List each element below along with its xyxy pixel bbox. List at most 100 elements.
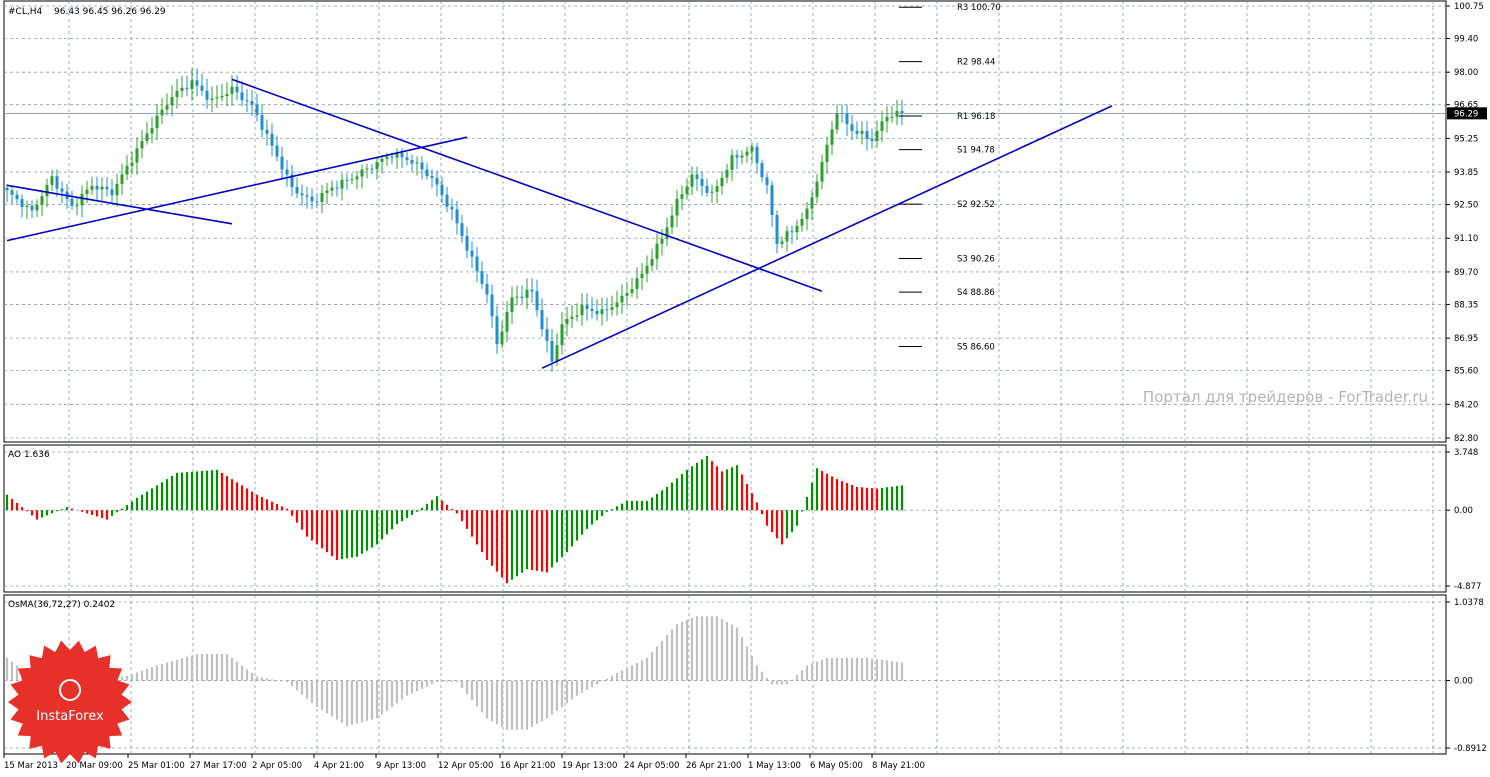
candle-body[interactable] bbox=[695, 174, 699, 179]
candle-body[interactable] bbox=[50, 176, 54, 185]
candle-body[interactable] bbox=[270, 133, 274, 146]
candle-body[interactable] bbox=[755, 146, 759, 164]
candle-body[interactable] bbox=[560, 324, 564, 346]
candle-body[interactable] bbox=[535, 291, 539, 311]
candle-body[interactable] bbox=[205, 90, 209, 100]
candle-body[interactable] bbox=[280, 156, 284, 170]
candle-body[interactable] bbox=[415, 162, 419, 164]
candle-body[interactable] bbox=[310, 196, 314, 202]
candle-body[interactable] bbox=[180, 87, 184, 91]
candle-body[interactable] bbox=[395, 152, 399, 158]
candle-body[interactable] bbox=[790, 231, 794, 233]
candle-body[interactable] bbox=[510, 297, 514, 313]
candle-body[interactable] bbox=[670, 215, 674, 228]
candle-body[interactable] bbox=[730, 155, 734, 170]
candle-body[interactable] bbox=[825, 144, 829, 163]
candle-body[interactable] bbox=[115, 183, 119, 196]
candle-body[interactable] bbox=[370, 168, 374, 170]
candle-body[interactable] bbox=[105, 186, 109, 190]
trendline-falling-short[interactable] bbox=[6, 184, 233, 225]
candle-body[interactable] bbox=[620, 295, 624, 303]
candle-body[interactable] bbox=[110, 189, 114, 196]
candle-body[interactable] bbox=[500, 331, 504, 345]
candle-body[interactable] bbox=[405, 157, 409, 161]
candle-body[interactable] bbox=[260, 115, 264, 130]
candle-body[interactable] bbox=[800, 218, 804, 226]
candle-body[interactable] bbox=[640, 273, 644, 279]
candle-body[interactable] bbox=[870, 138, 874, 141]
candle-body[interactable] bbox=[155, 115, 159, 129]
candle-body[interactable] bbox=[290, 174, 294, 188]
candle-body[interactable] bbox=[160, 109, 164, 116]
candle-body[interactable] bbox=[240, 92, 244, 101]
candle-body[interactable] bbox=[610, 307, 614, 310]
candle-body[interactable] bbox=[540, 310, 544, 330]
candle-body[interactable] bbox=[765, 177, 769, 186]
candle-body[interactable] bbox=[215, 97, 219, 99]
candle-body[interactable] bbox=[20, 199, 24, 208]
candle-body[interactable] bbox=[650, 259, 654, 266]
candle-body[interactable] bbox=[455, 209, 459, 224]
candle-body[interactable] bbox=[665, 227, 669, 239]
candle-body[interactable] bbox=[210, 98, 214, 100]
instaforex-logo[interactable]: InstaForex bbox=[8, 640, 132, 764]
candle-body[interactable] bbox=[345, 179, 349, 181]
candle-body[interactable] bbox=[40, 196, 44, 205]
candle-body[interactable] bbox=[470, 250, 474, 257]
osma-panel[interactable] bbox=[5, 616, 904, 730]
trendline-rising-main[interactable] bbox=[541, 105, 1113, 369]
candle-body[interactable] bbox=[170, 97, 174, 106]
candle-body[interactable] bbox=[245, 100, 249, 102]
candle-body[interactable] bbox=[880, 121, 884, 131]
candle-body[interactable] bbox=[740, 155, 744, 158]
candle-body[interactable] bbox=[235, 86, 239, 93]
candle-body[interactable] bbox=[410, 160, 414, 164]
candle-body[interactable] bbox=[185, 87, 189, 89]
candle-body[interactable] bbox=[660, 238, 664, 244]
candle-body[interactable] bbox=[360, 169, 364, 177]
candle-body[interactable] bbox=[580, 305, 584, 316]
candle-body[interactable] bbox=[495, 316, 499, 345]
candle-body[interactable] bbox=[750, 146, 754, 152]
candle-body[interactable] bbox=[5, 187, 9, 191]
candle-body[interactable] bbox=[600, 309, 604, 315]
candle-body[interactable] bbox=[865, 131, 869, 139]
candle-body[interactable] bbox=[490, 294, 494, 317]
candle-body[interactable] bbox=[90, 185, 94, 190]
candle-body[interactable] bbox=[770, 185, 774, 215]
candle-body[interactable] bbox=[285, 169, 289, 175]
candle-body[interactable] bbox=[705, 186, 709, 193]
candle-body[interactable] bbox=[175, 90, 179, 98]
candle-body[interactable] bbox=[355, 176, 359, 180]
candle-body[interactable] bbox=[595, 311, 599, 315]
candle-body[interactable] bbox=[300, 193, 304, 196]
trendline-falling-main[interactable] bbox=[231, 78, 823, 292]
candle-body[interactable] bbox=[475, 256, 479, 272]
candle-body[interactable] bbox=[315, 201, 319, 203]
candle-body[interactable] bbox=[855, 130, 859, 134]
candle-body[interactable] bbox=[485, 283, 489, 295]
candle-body[interactable] bbox=[530, 289, 534, 292]
candle-body[interactable] bbox=[505, 312, 509, 332]
candle-body[interactable] bbox=[120, 174, 124, 184]
candle-body[interactable] bbox=[100, 186, 104, 190]
candle-body[interactable] bbox=[190, 80, 194, 89]
candle-body[interactable] bbox=[265, 129, 269, 134]
candle-body[interactable] bbox=[55, 176, 59, 189]
candle-body[interactable] bbox=[15, 194, 19, 200]
candle-body[interactable] bbox=[655, 243, 659, 260]
candle-body[interactable] bbox=[605, 309, 609, 311]
candle-body[interactable] bbox=[550, 340, 554, 362]
candle-body[interactable] bbox=[70, 198, 74, 206]
candle-body[interactable] bbox=[95, 185, 99, 190]
candle-body[interactable] bbox=[250, 101, 254, 105]
candle-body[interactable] bbox=[715, 186, 719, 192]
candle-body[interactable] bbox=[450, 206, 454, 210]
candle-body[interactable] bbox=[325, 190, 329, 193]
candle-body[interactable] bbox=[45, 184, 49, 197]
candle-body[interactable] bbox=[350, 179, 354, 181]
candle-body[interactable] bbox=[335, 187, 339, 189]
candle-body[interactable] bbox=[900, 111, 904, 114]
candle-body[interactable] bbox=[30, 205, 34, 211]
candle-body[interactable] bbox=[625, 292, 629, 296]
